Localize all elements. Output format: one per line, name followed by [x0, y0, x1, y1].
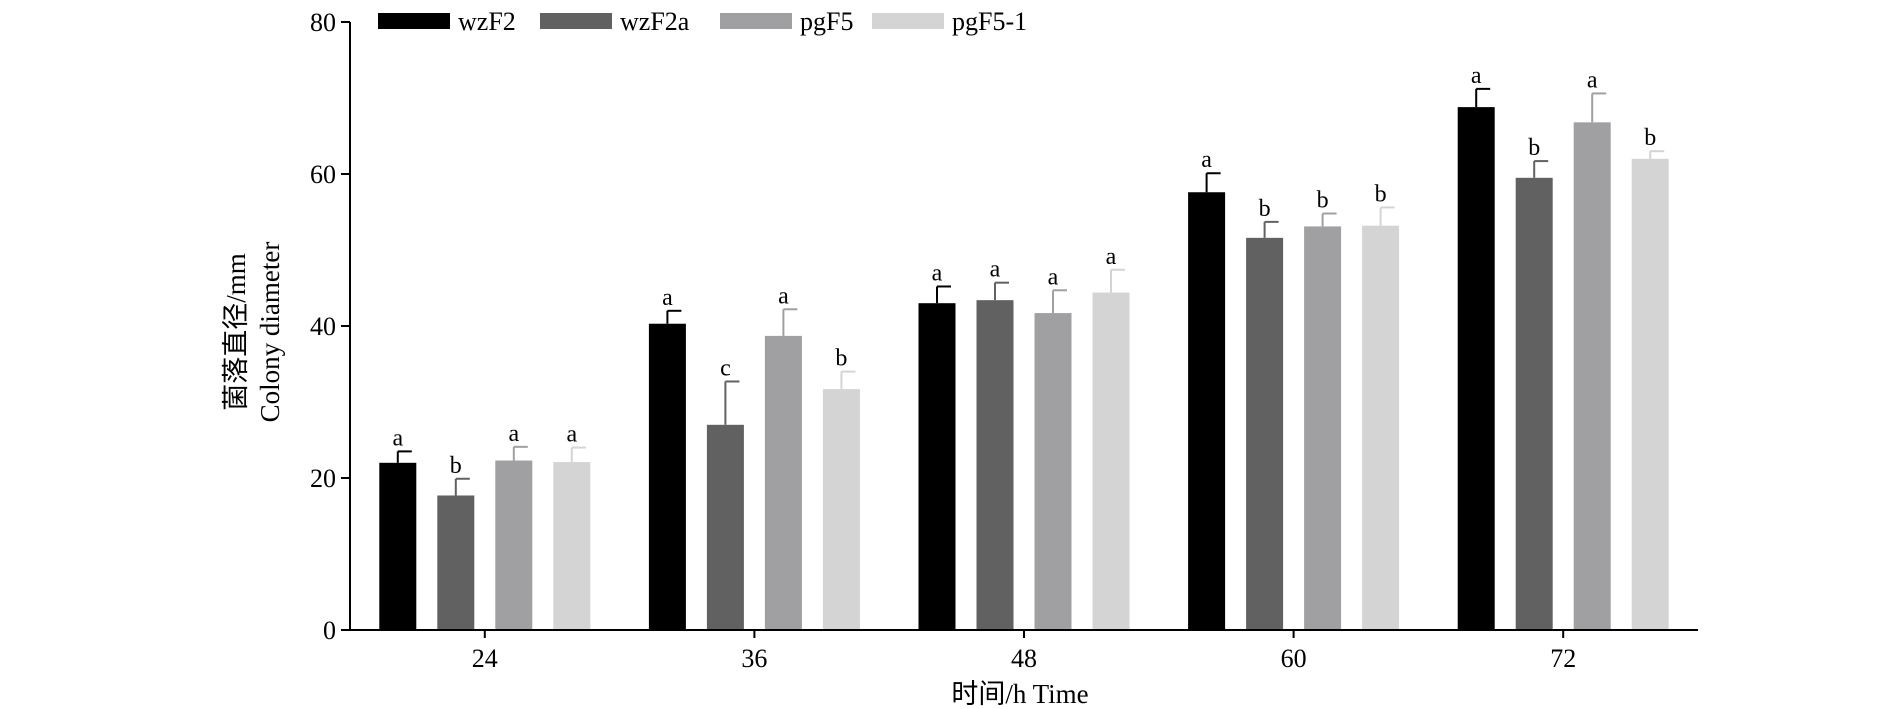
legend-label-pgF5-1: pgF5-1 [952, 7, 1027, 36]
x-tick-label-60: 60 [1281, 644, 1307, 673]
significance-label-wzF2-48: a [932, 260, 943, 286]
x-tick-label-48: 48 [1011, 644, 1037, 673]
significance-label-pgF5-1-48: a [1106, 244, 1117, 270]
significance-label-pgF5-1-36: b [835, 346, 847, 372]
bars-layer: a b a a a c a b a a a a a b b b a b a b [379, 63, 1669, 631]
significance-label-pgF5-24: a [508, 421, 519, 447]
bar-pgF5-36 [764, 335, 802, 630]
bar-pgF5-1-48 [1092, 292, 1130, 630]
y-axis-title: 菌落直径/mm Colony diameter [221, 242, 285, 423]
significance-label-wzF2-36: a [662, 285, 673, 311]
bar-wzF2-72 [1457, 107, 1495, 631]
bar-pgF5-1-72 [1631, 158, 1669, 631]
x-tick-label-36: 36 [741, 644, 767, 673]
bar-wzF2-36 [648, 323, 686, 630]
significance-label-wzF2a-36: c [720, 355, 731, 381]
legend-label-wzF2: wzF2 [458, 7, 516, 36]
ticks-layer: 24 36 48 60 72 0 20 40 60 80 [310, 8, 1576, 673]
legend-label-wzF2a: wzF2a [620, 7, 690, 36]
bar-pgF5-48 [1034, 313, 1072, 630]
bar-wzF2a-48 [976, 300, 1014, 630]
significance-label-wzF2a-60: b [1259, 196, 1271, 222]
legend-swatch-pgF5-1 [872, 13, 944, 29]
y-tick-label-0: 0 [323, 616, 336, 645]
legend-swatch-wzF2a [540, 13, 612, 29]
significance-label-wzF2-72: a [1471, 63, 1482, 89]
legend-label-pgF5: pgF5 [800, 7, 853, 36]
significance-label-wzF2-24: a [392, 425, 403, 451]
x-axis-title: 时间/h Time [951, 679, 1088, 709]
significance-label-wzF2a-24: b [450, 453, 462, 479]
bar-pgF5-1-36 [822, 389, 860, 630]
y-tick-label-60: 60 [310, 160, 336, 189]
y-tick-label-20: 20 [310, 464, 336, 493]
bar-pgF5-60 [1304, 226, 1342, 630]
significance-label-wzF2-60: a [1201, 147, 1212, 173]
y-axis-title-line1: 菌落直径/mm [221, 253, 251, 411]
bar-pgF5-72 [1573, 122, 1611, 630]
legend-item-pgF5-1: pgF5-1 [872, 7, 1027, 36]
y-tick-label-80: 80 [310, 8, 336, 37]
significance-label-pgF5-1-60: b [1375, 181, 1387, 207]
bar-pgF5-24 [495, 460, 533, 630]
bar-wzF2a-60 [1246, 237, 1284, 630]
x-tick-label-72: 72 [1550, 644, 1576, 673]
legend-item-wzF2: wzF2 [378, 7, 516, 36]
legend-item-pgF5: pgF5 [720, 7, 853, 36]
y-axis-title-line2: Colony diameter [255, 242, 285, 423]
bar-pgF5-1-24 [553, 462, 591, 630]
x-tick-label-24: 24 [472, 644, 498, 673]
significance-label-pgF5-60: b [1317, 188, 1329, 214]
legend-item-wzF2a: wzF2a [540, 7, 690, 36]
bar-wzF2a-72 [1515, 177, 1553, 631]
significance-label-pgF5-48: a [1048, 264, 1059, 290]
bar-wzF2-48 [918, 303, 956, 630]
significance-label-wzF2a-72: b [1528, 135, 1540, 161]
axes-layer [349, 22, 1698, 631]
y-tick-label-40: 40 [310, 312, 336, 341]
significance-label-pgF5-1-72: b [1644, 125, 1656, 151]
bar-wzF2-24 [379, 462, 417, 630]
legend: wzF2 wzF2a pgF5 pgF5-1 [378, 7, 1027, 36]
legend-swatch-wzF2 [378, 13, 450, 29]
significance-label-wzF2a-48: a [990, 257, 1001, 283]
bar-wzF2a-36 [706, 424, 744, 630]
significance-label-pgF5-36: a [778, 283, 789, 309]
legend-swatch-pgF5 [720, 13, 792, 29]
bar-wzF2-60 [1188, 192, 1226, 631]
bar-pgF5-1-60 [1362, 225, 1400, 630]
bar-wzF2a-24 [437, 495, 475, 630]
significance-label-pgF5-1-24: a [566, 422, 577, 448]
significance-label-pgF5-72: a [1587, 67, 1598, 93]
